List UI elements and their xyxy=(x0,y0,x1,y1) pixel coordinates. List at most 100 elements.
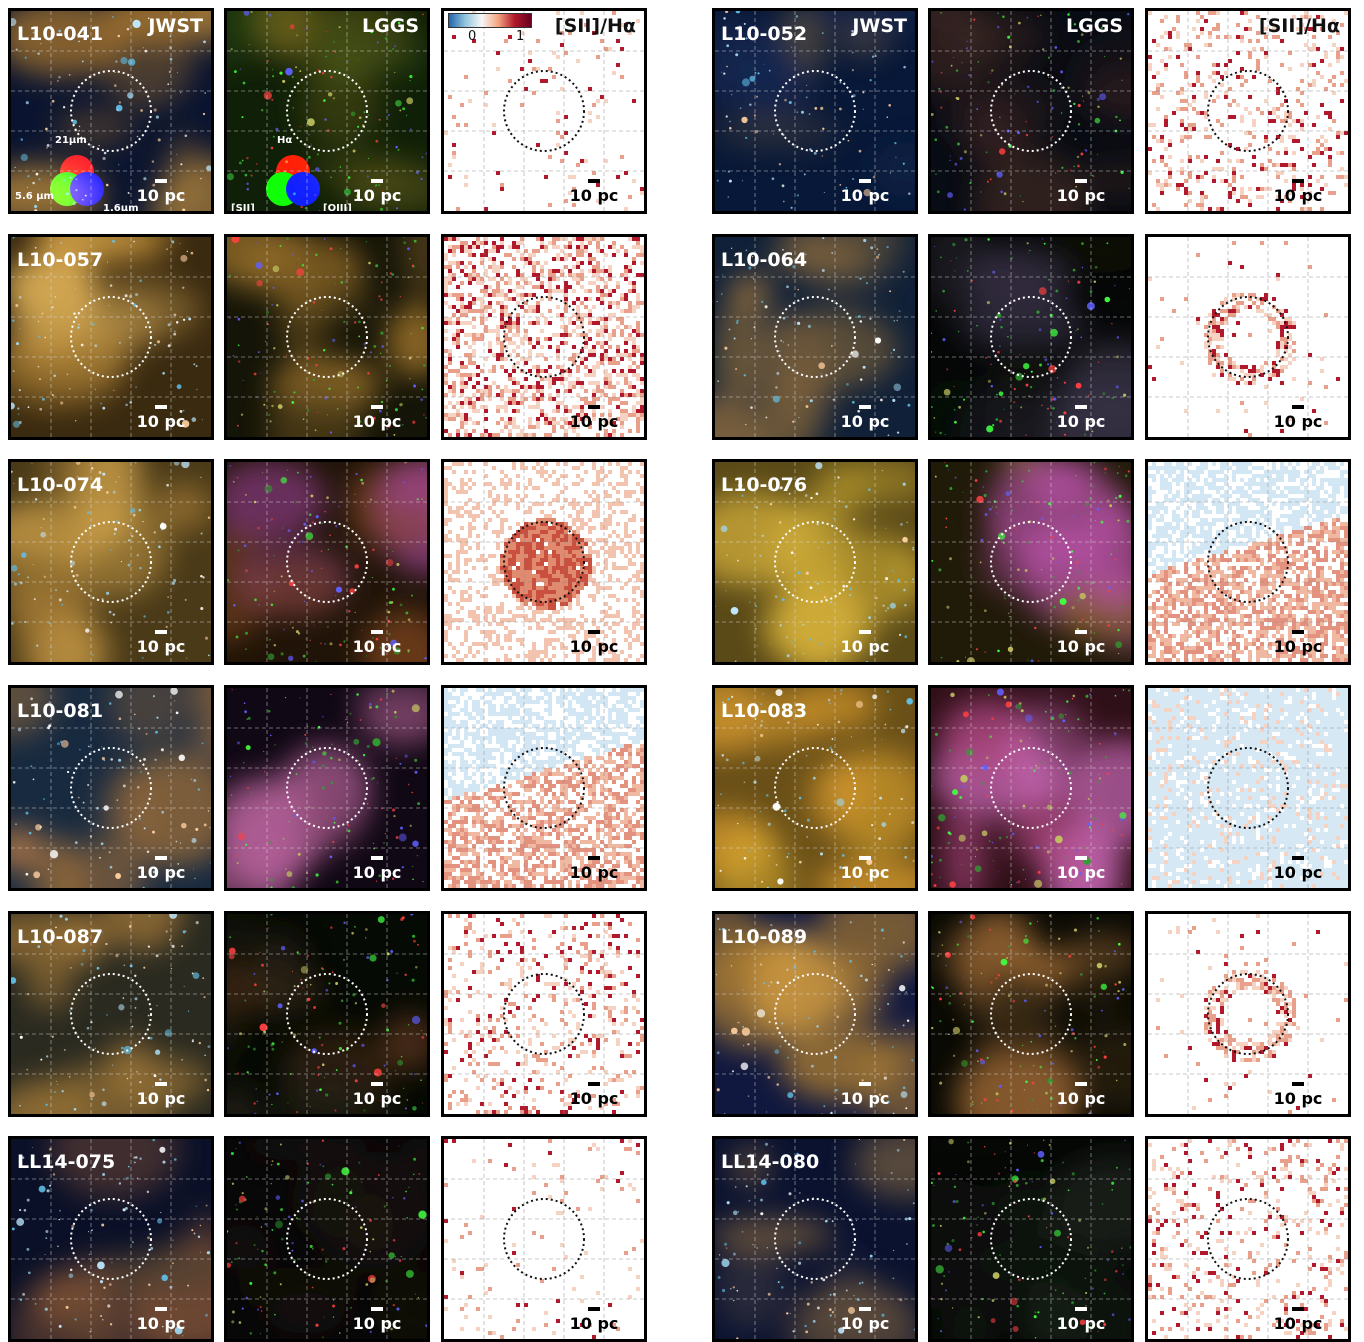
scale-bar-line xyxy=(859,1307,871,1311)
scale-bar-label: 10 pc xyxy=(569,1314,619,1333)
scale-bar-line xyxy=(155,630,167,634)
scale-bar: 10 pc xyxy=(1258,405,1338,431)
panel-lggs: 10 pc xyxy=(224,911,430,1117)
scale-bar-line xyxy=(155,405,167,409)
scale-bar-label: 10 pc xyxy=(136,1089,186,1108)
jwst-image xyxy=(11,1139,211,1339)
scale-bar-line xyxy=(1292,1082,1304,1086)
rgb-legend-icon xyxy=(266,155,320,206)
jwst-image xyxy=(715,462,915,662)
jwst-image xyxy=(715,1139,915,1339)
scale-bar-label: 10 pc xyxy=(840,863,890,882)
lggs-image xyxy=(931,1139,1131,1339)
legend-label-red: Hα xyxy=(277,135,293,146)
scale-bar: 10 pc xyxy=(121,405,201,431)
scale-bar: 10 pc xyxy=(554,630,634,656)
scale-bar-label: 10 pc xyxy=(840,637,890,656)
ratio-image xyxy=(1148,914,1348,1114)
panel-ratio: [SII]/Hα 0 1 10 pc xyxy=(441,8,647,214)
scale-bar: 10 pc xyxy=(1041,856,1121,882)
scale-bar-label: 10 pc xyxy=(136,863,186,882)
scale-bar: 10 pc xyxy=(554,179,634,205)
jwst-image xyxy=(715,237,915,437)
panel-ratio: 10 pc xyxy=(441,234,647,440)
panel-ratio: 10 pc xyxy=(441,1136,647,1342)
scale-bar-label: 10 pc xyxy=(352,637,402,656)
scale-bar: 10 pc xyxy=(554,1082,634,1108)
panel-lggs: 10 pc xyxy=(928,1136,1134,1342)
scale-bar-line xyxy=(1292,1307,1304,1311)
ratio-image xyxy=(444,1139,644,1339)
panel-jwst: L10-083 10 pc xyxy=(712,685,918,891)
jwst-image xyxy=(715,11,915,211)
panel-ratio: 10 pc xyxy=(441,685,647,891)
ratio-image xyxy=(1148,688,1348,888)
scale-bar: 10 pc xyxy=(554,405,634,431)
colorbar-tick-low: 0 xyxy=(468,29,477,44)
panel-ratio: 10 pc xyxy=(1145,1136,1351,1342)
ratio-image xyxy=(444,11,644,211)
lggs-image xyxy=(227,462,427,662)
scale-bar-label: 10 pc xyxy=(136,186,186,205)
scale-bar: 10 pc xyxy=(121,179,201,205)
scale-bar: 10 pc xyxy=(825,630,905,656)
scale-bar-label: 10 pc xyxy=(1056,412,1106,431)
panel-ratio: 10 pc xyxy=(1145,234,1351,440)
panel-lggs: 10 pc xyxy=(224,459,430,665)
scale-bar-line xyxy=(1075,1082,1087,1086)
ratio-image xyxy=(1148,462,1348,662)
scale-bar: 10 pc xyxy=(1258,856,1338,882)
scale-bar-label: 10 pc xyxy=(136,1314,186,1333)
scale-bar: 10 pc xyxy=(121,856,201,882)
scale-bar-line xyxy=(155,1082,167,1086)
lggs-image xyxy=(931,688,1131,888)
object-id-label: L10-064 xyxy=(721,249,808,271)
scale-bar-label: 10 pc xyxy=(1056,637,1106,656)
ratio-image xyxy=(1148,1139,1348,1339)
scale-bar-line xyxy=(1292,856,1304,860)
panel-jwst: LL14-080 10 pc xyxy=(712,1136,918,1342)
scale-bar-line xyxy=(1292,179,1304,183)
lggs-image xyxy=(227,1139,427,1339)
panel-lggs: 10 pc xyxy=(224,1136,430,1342)
panel-jwst: L10-074 10 pc xyxy=(8,459,214,665)
panel-ratio: 10 pc xyxy=(1145,685,1351,891)
scale-bar-label: 10 pc xyxy=(352,1089,402,1108)
instrument-label: LGGS xyxy=(1066,15,1123,37)
scale-bar-line xyxy=(371,1307,383,1311)
scale-bar: 10 pc xyxy=(337,179,417,205)
panel-lggs: LGGS Hα [SII] [OIII] 10 pc xyxy=(224,8,430,214)
lggs-image xyxy=(227,914,427,1114)
lggs-image xyxy=(227,11,427,211)
scale-bar-label: 10 pc xyxy=(569,412,619,431)
object-id-label: L10-052 xyxy=(721,23,808,45)
panel-ratio: [SII]/Hα 10 pc xyxy=(1145,8,1351,214)
scale-bar-line xyxy=(371,405,383,409)
scale-bar: 10 pc xyxy=(1041,179,1121,205)
legend-label-green: [SII] xyxy=(231,203,255,214)
scale-bar-label: 10 pc xyxy=(136,637,186,656)
scale-bar-line xyxy=(1075,179,1087,183)
jwst-image xyxy=(11,914,211,1114)
object-id-label: L10-076 xyxy=(721,474,808,496)
panel-jwst: L10-076 10 pc xyxy=(712,459,918,665)
scale-bar: 10 pc xyxy=(1258,1082,1338,1108)
scale-bar-line xyxy=(588,1082,600,1086)
scale-bar: 10 pc xyxy=(337,1307,417,1333)
panel-jwst: L10-041 JWST 21μm 5.6 μm 1.6μm 10 pc xyxy=(8,8,214,214)
scale-bar: 10 pc xyxy=(825,405,905,431)
scale-bar: 10 pc xyxy=(1258,630,1338,656)
panel-lggs: LGGS 10 pc xyxy=(928,8,1134,214)
scale-bar-label: 10 pc xyxy=(1273,637,1323,656)
lggs-image xyxy=(931,237,1131,437)
scale-bar-line xyxy=(1075,405,1087,409)
instrument-label: JWST xyxy=(852,15,907,37)
scale-bar: 10 pc xyxy=(121,630,201,656)
scale-bar-label: 10 pc xyxy=(352,412,402,431)
object-id-label: L10-081 xyxy=(17,700,104,722)
panel-ratio: 10 pc xyxy=(1145,911,1351,1117)
panel-lggs: 10 pc xyxy=(224,234,430,440)
scale-bar-label: 10 pc xyxy=(352,186,402,205)
scale-bar: 10 pc xyxy=(825,1082,905,1108)
scale-bar-line xyxy=(588,856,600,860)
